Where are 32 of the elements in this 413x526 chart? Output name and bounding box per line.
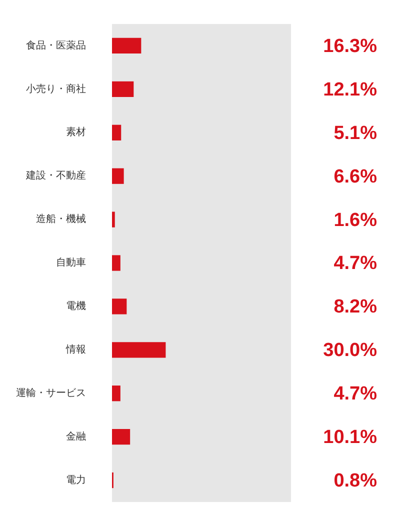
bar [112, 298, 127, 314]
data-label: 5.1% [334, 122, 378, 144]
bar [112, 386, 120, 402]
data-label: 4.7% [334, 384, 378, 405]
y-tick-label: 自動車 [56, 256, 86, 269]
y-tick-label: 食品・医薬品 [26, 39, 86, 52]
y-tick-label: 電力 [66, 474, 86, 486]
data-label: 1.6% [334, 210, 378, 231]
y-tick-label: 建設・不動産 [25, 170, 86, 182]
data-label: 6.6% [334, 166, 378, 188]
data-label: 8.2% [334, 296, 378, 318]
y-tick-label: 運輸・サービス [16, 386, 86, 399]
data-label: 10.1% [323, 427, 378, 448]
y-tick-label: 電機 [66, 300, 86, 312]
data-label: 30.0% [323, 340, 378, 362]
data-label: 0.8% [334, 470, 378, 492]
bar [112, 428, 130, 445]
bar [112, 168, 124, 184]
bar [112, 38, 142, 54]
y-tick-label: 情報 [65, 344, 86, 356]
data-label: 16.3% [323, 36, 378, 57]
y-tick-label: 素材 [66, 126, 86, 138]
bar [112, 124, 122, 140]
bar [112, 342, 166, 358]
y-tick-label: 造船・機械 [36, 213, 86, 226]
data-label: 4.7% [334, 253, 378, 274]
y-tick-label: 金融 [66, 430, 86, 442]
y-tick-label: 小売り・商社 [26, 82, 86, 95]
data-label: 12.1% [323, 79, 378, 100]
bar [112, 255, 120, 271]
bar [112, 212, 115, 228]
bar [112, 81, 134, 98]
